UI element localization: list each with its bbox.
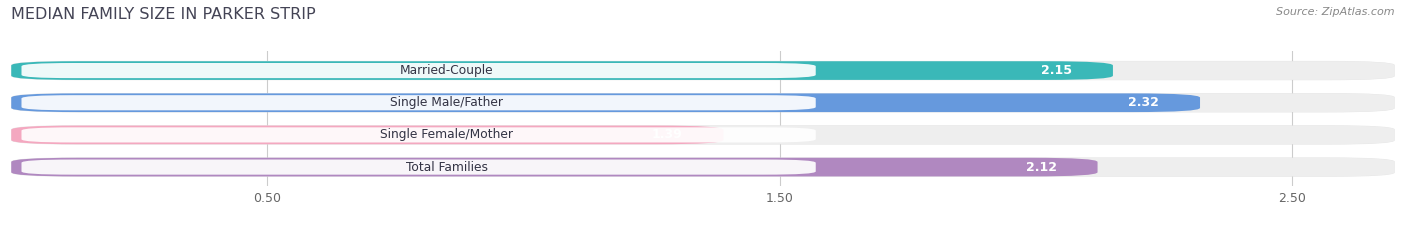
FancyBboxPatch shape xyxy=(11,93,1395,112)
FancyBboxPatch shape xyxy=(11,158,1395,177)
FancyBboxPatch shape xyxy=(11,93,1395,112)
Text: 2.15: 2.15 xyxy=(1040,64,1071,77)
FancyBboxPatch shape xyxy=(11,126,1395,144)
Text: Married-Couple: Married-Couple xyxy=(399,64,494,77)
FancyBboxPatch shape xyxy=(11,93,1201,112)
Text: MEDIAN FAMILY SIZE IN PARKER STRIP: MEDIAN FAMILY SIZE IN PARKER STRIP xyxy=(11,7,316,22)
FancyBboxPatch shape xyxy=(11,158,1395,176)
FancyBboxPatch shape xyxy=(11,125,1395,144)
FancyBboxPatch shape xyxy=(11,61,1395,80)
Text: 1.39: 1.39 xyxy=(652,128,682,141)
FancyBboxPatch shape xyxy=(11,61,1395,80)
FancyBboxPatch shape xyxy=(11,126,724,144)
FancyBboxPatch shape xyxy=(21,95,815,110)
FancyBboxPatch shape xyxy=(21,160,815,175)
Text: Single Male/Father: Single Male/Father xyxy=(391,96,503,109)
Text: Total Families: Total Families xyxy=(406,161,488,174)
Text: 2.32: 2.32 xyxy=(1128,96,1159,109)
Text: 2.12: 2.12 xyxy=(1025,161,1056,174)
FancyBboxPatch shape xyxy=(21,127,815,142)
FancyBboxPatch shape xyxy=(11,158,1098,176)
FancyBboxPatch shape xyxy=(21,63,815,78)
Text: Source: ZipAtlas.com: Source: ZipAtlas.com xyxy=(1277,7,1395,17)
FancyBboxPatch shape xyxy=(11,61,1114,80)
Text: Single Female/Mother: Single Female/Mother xyxy=(380,128,513,141)
